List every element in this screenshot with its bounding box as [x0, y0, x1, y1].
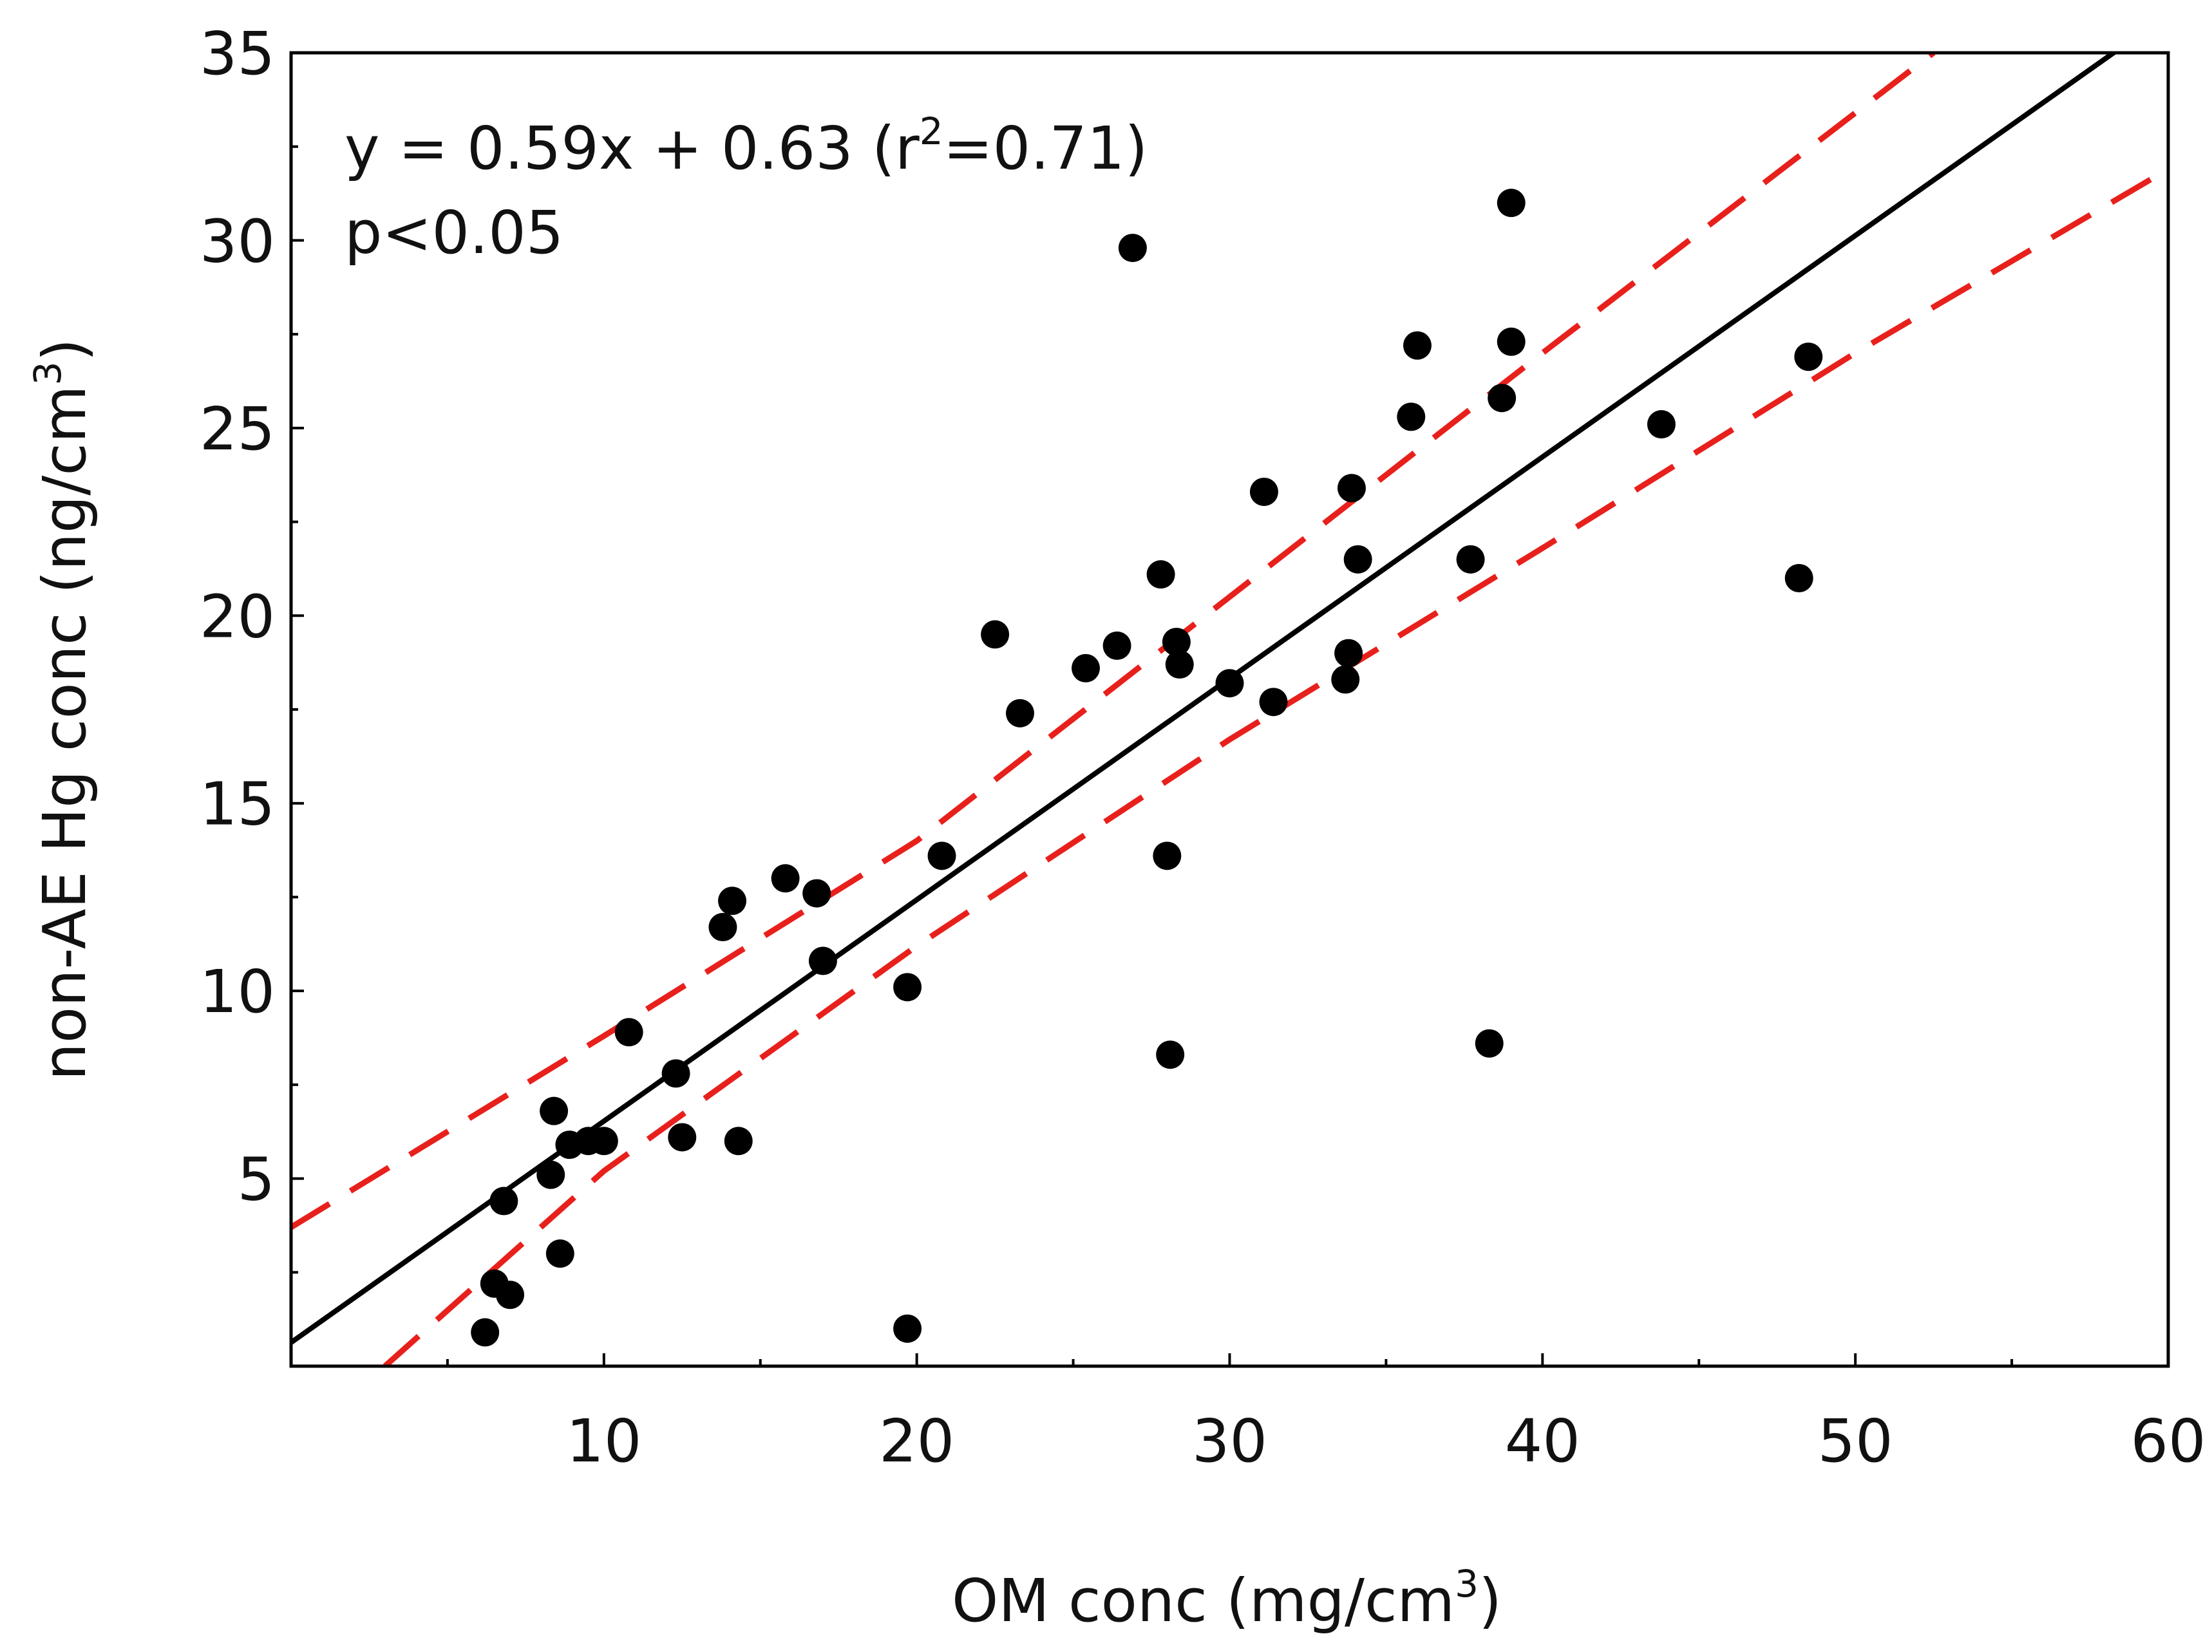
- y-tick-label: 20: [200, 582, 275, 651]
- y-axis-label-close: ): [30, 339, 99, 362]
- data-point: [708, 913, 737, 942]
- data-point: [1647, 410, 1676, 439]
- y-tick-label: 5: [237, 1145, 275, 1214]
- data-point: [1497, 327, 1526, 356]
- x-tick-label: 10: [566, 1407, 641, 1476]
- data-point: [1165, 650, 1194, 679]
- confidence-band-lower: [383, 166, 2168, 1366]
- data-point: [1497, 189, 1526, 218]
- plot-frame: [289, 51, 2170, 1368]
- data-point: [536, 1160, 565, 1189]
- y-axis-label: non-AE Hg conc (ng/cm3): [26, 339, 99, 1081]
- equation-suffix: =0.71): [943, 114, 1148, 183]
- data-point: [545, 1239, 574, 1268]
- data-point: [1456, 545, 1485, 574]
- data-point: [927, 841, 956, 870]
- x-tick-label: 20: [879, 1407, 954, 1476]
- data-point: [1156, 1040, 1185, 1069]
- y-axis-label-sup: 3: [26, 361, 70, 385]
- data-point: [808, 946, 837, 975]
- x-axis-label-text: OM conc (mg/cm: [952, 1566, 1455, 1635]
- equation-superscript: 2: [920, 109, 943, 153]
- data-point: [1259, 688, 1288, 717]
- x-tick-label: 30: [1192, 1407, 1267, 1476]
- data-point: [1397, 402, 1426, 431]
- data-point: [589, 1127, 618, 1156]
- data-point: [718, 887, 747, 915]
- equation-prefix: y = 0.59x + 0.63 (r: [345, 114, 920, 183]
- data-point: [1331, 665, 1360, 694]
- x-axis-label: OM conc (mg/cm3): [952, 1562, 1502, 1635]
- data-point: [1249, 477, 1278, 506]
- data-point: [1153, 841, 1182, 870]
- data-point: [471, 1318, 500, 1347]
- data-points: [471, 189, 1823, 1347]
- data-point: [1118, 234, 1147, 263]
- data-point: [981, 620, 1010, 649]
- confidence-bands: [291, 53, 2168, 1366]
- data-point: [802, 879, 831, 908]
- x-tick-label: 60: [2130, 1407, 2206, 1476]
- y-axis-label-text: non-AE Hg conc (ng/cm: [30, 385, 99, 1080]
- x-tick-label: 40: [1505, 1407, 1580, 1476]
- y-tick-label: 25: [200, 395, 275, 464]
- annotation-equation: y = 0.59x + 0.63 (r2=0.71): [345, 109, 1148, 183]
- y-tick-label: 30: [200, 207, 275, 276]
- data-point: [1337, 474, 1366, 503]
- data-point: [1146, 560, 1175, 589]
- data-point: [1794, 343, 1823, 371]
- data-point: [724, 1127, 753, 1156]
- y-tick-label: 15: [200, 770, 275, 839]
- data-point: [1403, 331, 1432, 360]
- x-axis-label-close: ): [1479, 1566, 1502, 1635]
- data-point: [614, 1018, 643, 1047]
- data-point: [489, 1187, 518, 1216]
- data-point: [1488, 384, 1517, 413]
- data-point: [1102, 631, 1131, 660]
- y-tick-label: 35: [200, 19, 275, 88]
- data-point: [1343, 545, 1372, 574]
- data-point: [661, 1059, 690, 1088]
- data-point: [1334, 639, 1363, 668]
- data-point: [668, 1123, 697, 1152]
- data-point: [540, 1096, 569, 1125]
- axis-ticks: 10 20 30 40 50 60 5 10 15 20 25 30 35: [200, 19, 2206, 1476]
- y-tick-label: 10: [200, 957, 275, 1026]
- data-point: [1475, 1029, 1504, 1058]
- data-point: [893, 1314, 922, 1343]
- data-point: [893, 973, 922, 1002]
- annotation-pvalue: p<0.05: [345, 198, 563, 267]
- data-point: [1215, 669, 1244, 698]
- x-axis-label-sup: 3: [1455, 1562, 1479, 1606]
- data-point: [1784, 564, 1813, 592]
- data-point: [496, 1281, 525, 1309]
- data-point: [1162, 628, 1191, 657]
- data-point: [1072, 653, 1101, 682]
- data-point: [771, 864, 800, 893]
- confidence-band-upper: [291, 53, 1936, 1230]
- data-point: [1005, 699, 1034, 727]
- x-tick-label: 50: [1818, 1407, 1893, 1476]
